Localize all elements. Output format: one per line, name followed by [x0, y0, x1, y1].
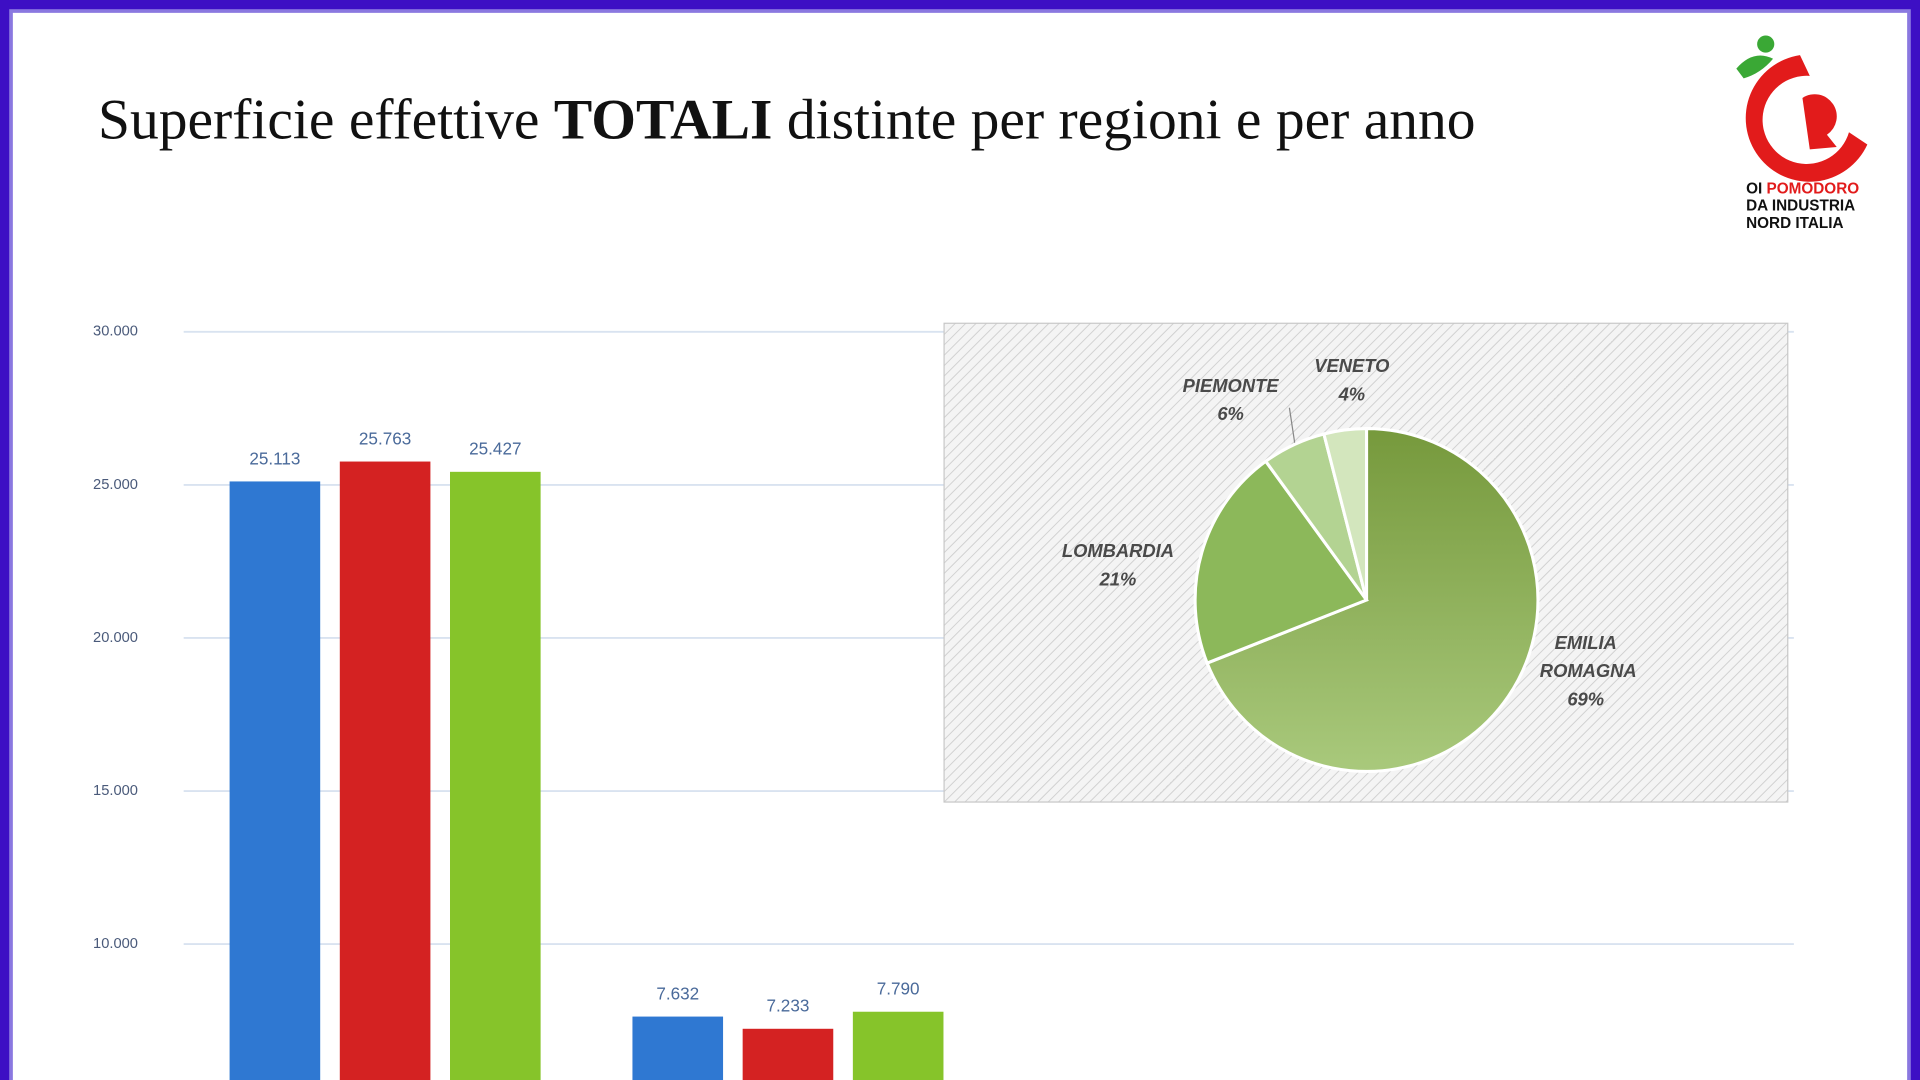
- logo-text: DA INDUSTRIA: [1746, 198, 1855, 215]
- pie-slice: [1322, 427, 1369, 601]
- logo-text: NORD ITALIA: [1746, 215, 1843, 232]
- value-label: 25.113: [249, 448, 300, 468]
- value-label: 7.790: [877, 979, 920, 999]
- logo-swirl: [1745, 55, 1868, 182]
- pie-slice: [1193, 459, 1369, 666]
- bar: [742, 1028, 834, 1080]
- bar-chart: 10.000 15.000 20.000 25.000 30.000 25.113 25.7…: [93, 324, 1794, 1080]
- value-label: 25.427: [469, 439, 521, 459]
- logo-figure: [1757, 35, 1775, 53]
- slice-value-label: 69%: [1567, 688, 1604, 709]
- slice-label: PIEMONTE: [1183, 375, 1280, 396]
- value-label: 25.763: [359, 428, 411, 448]
- logo-text: OI: [1746, 180, 1762, 197]
- pie-chart: EMILIA ROMAGNA 69% LOMBARDIA 21% PIEMONTE 6% V…: [1062, 355, 1637, 773]
- slide-title: Superficie effettive TOTALI distinte per…: [98, 88, 1476, 151]
- value-label: 7.632: [656, 983, 699, 1003]
- pie-slice: [1205, 427, 1540, 773]
- slice-label: LOMBARDIA: [1062, 540, 1174, 561]
- bar: [852, 1011, 944, 1080]
- y-tick-label: 10.000: [93, 936, 138, 952]
- y-tick-label: 20.000: [93, 630, 138, 646]
- slice-label: EMILIA ROMAGNA: [1535, 632, 1637, 681]
- logo-text: OI POMODORO: [1746, 180, 1859, 197]
- title-part: distinte per regioni e per anno: [772, 88, 1475, 151]
- y-tick-label: 30.000: [93, 324, 138, 340]
- title-part: Superficie effettive: [98, 88, 554, 151]
- bar: [229, 481, 321, 1080]
- logo-swirl-inner: [1802, 94, 1837, 150]
- y-tick-label: 25.000: [93, 477, 138, 493]
- slice-value-label: 4%: [1338, 383, 1366, 404]
- slice-value-label: 21%: [1099, 568, 1137, 589]
- slice-label: VENETO: [1314, 355, 1389, 376]
- title-part: TOTALI: [554, 88, 773, 151]
- slice-value-label: 6%: [1217, 403, 1244, 424]
- logo-figure: [1736, 55, 1774, 79]
- leader-line: [1288, 407, 1297, 449]
- y-tick-label: 15.000: [93, 783, 138, 799]
- bar: [632, 1016, 724, 1080]
- value-label: 7.233: [767, 996, 810, 1016]
- bar: [450, 471, 541, 1080]
- logo: OI POMODORO DA INDUSTRIA NORD ITALIA: [1736, 35, 1868, 232]
- bar: [339, 461, 431, 1080]
- logo-text: POMODORO: [1767, 180, 1860, 197]
